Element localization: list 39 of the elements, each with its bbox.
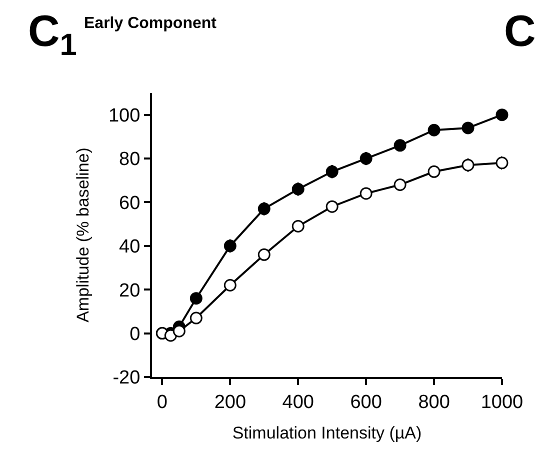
point [394,139,406,152]
y-tick-label: 40 [119,236,140,258]
point [292,220,304,233]
point [428,165,440,178]
x-tick-label: 400 [282,392,314,413]
chart-title: C$_{1}$ [28,7,77,62]
point [224,279,236,292]
point [190,312,202,324]
y-tick-label: 100 [108,106,140,126]
point [224,240,236,252]
point [326,165,338,178]
point [360,187,372,200]
point [428,124,440,136]
chart-subtitle: Early Component [84,15,218,32]
point [394,178,406,191]
point [462,158,474,172]
point [190,292,202,305]
y-tick-label: 80 [119,149,140,170]
point [326,200,338,213]
y-tick-label: 20 [119,280,140,302]
x-tick-label: 200 [214,392,246,413]
y-axis-title: Amplitude (% baseline) [74,148,93,322]
point [496,156,508,170]
y-tick-label: 60 [119,192,140,214]
point [292,182,304,196]
y-tick-label: -20 [112,368,140,389]
point [258,202,270,216]
x-tick-label: 0 [156,392,168,413]
x-tick-label: 800 [418,392,450,413]
point [496,108,508,122]
point [360,152,372,165]
point [462,122,474,134]
x-axis-title: Stimulation Intensity (µA) [232,424,422,443]
y-tick-label: 0 [130,324,140,345]
point [258,248,270,261]
x-tick-label: 600 [350,392,382,413]
x-tick-label: 1000 [480,392,524,413]
point [172,324,186,338]
text: C [504,7,536,56]
